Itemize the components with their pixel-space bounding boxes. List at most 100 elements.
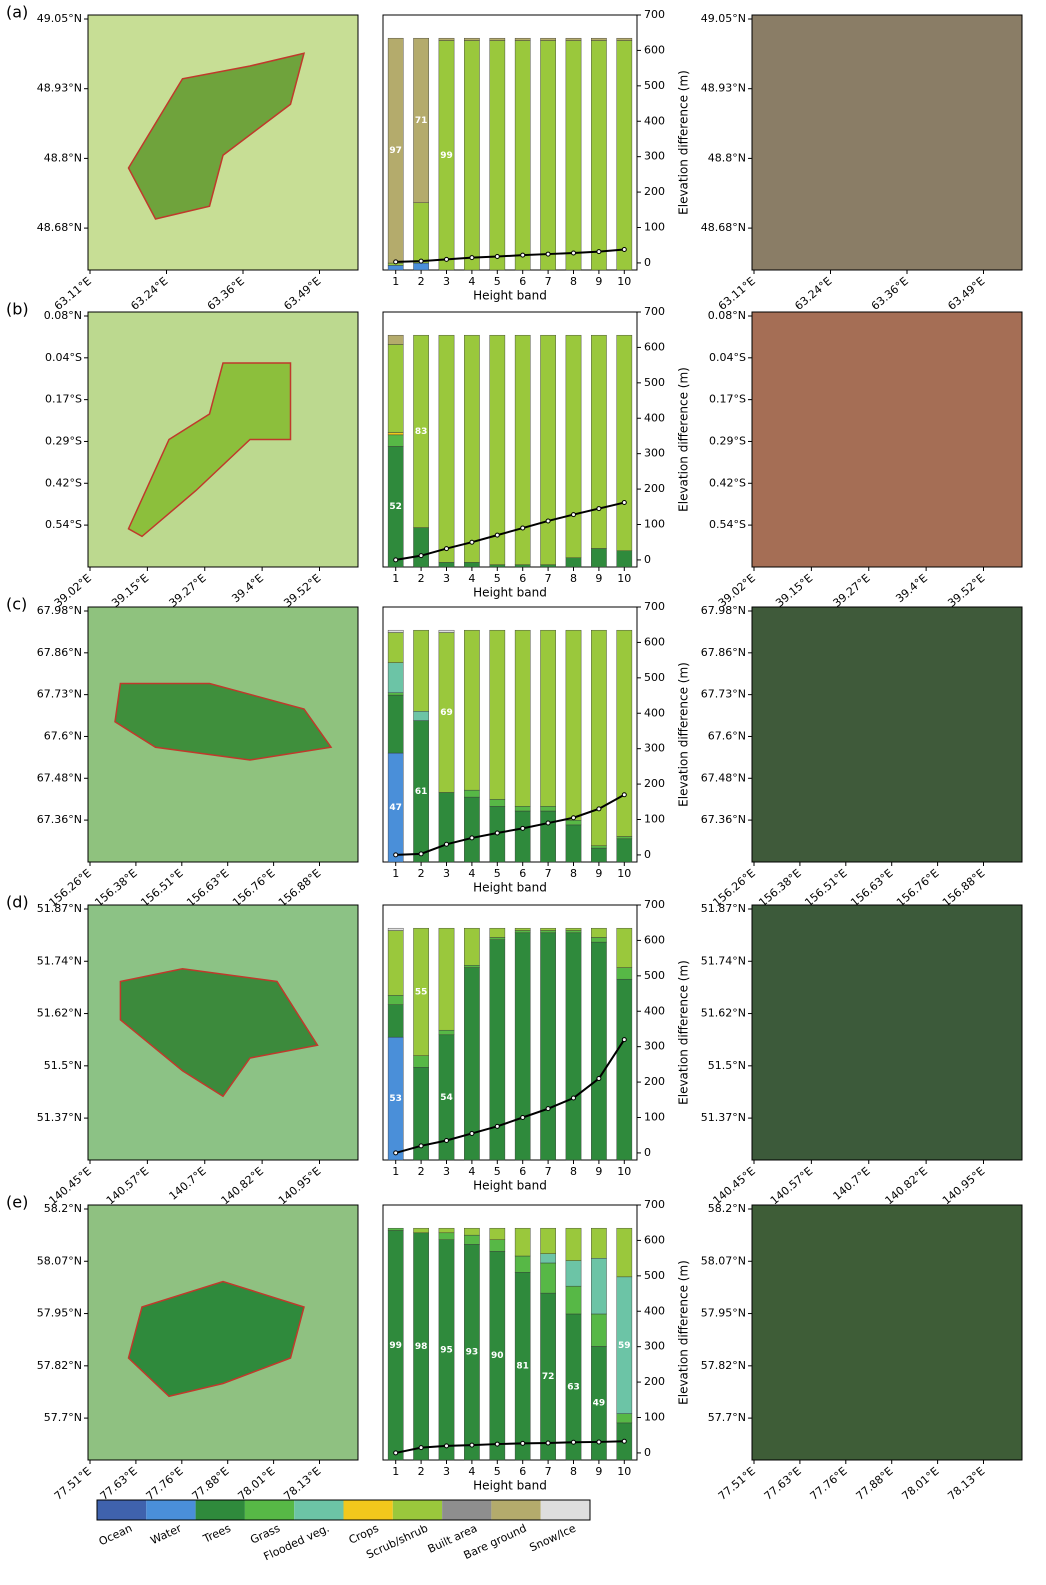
segment-label: 53 — [389, 1094, 402, 1104]
elevation-point — [521, 253, 525, 257]
bar-segment: Scrub/shrub — [464, 630, 479, 790]
lon-label: 63.11°E — [52, 275, 94, 313]
lat-label: 51.74°N — [37, 954, 82, 967]
lat-label: 0.08°N — [708, 309, 746, 322]
bar-segment: Scrub/shrub — [464, 928, 479, 965]
segment-label: 52 — [389, 502, 402, 512]
elevation-point — [546, 1441, 550, 1445]
x-tick-label: 7 — [545, 1165, 552, 1178]
lat-label: 0.08°N — [44, 309, 82, 322]
bar-segment: Scrub/shrub — [515, 630, 530, 806]
bar-segment: Water — [413, 263, 428, 270]
lat-label: 51.5°N — [44, 1059, 82, 1072]
lat-label: 49.05°N — [701, 12, 746, 25]
segment-label: 83 — [415, 427, 428, 437]
legend-label: Ocean — [97, 1522, 134, 1549]
lat-label: 67.36°N — [37, 813, 82, 826]
x-tick-label: 4 — [468, 867, 475, 880]
elevation-point — [622, 793, 626, 797]
lat-label: 0.54°S — [709, 518, 746, 531]
lat-label: 0.42°S — [709, 476, 746, 489]
x-tick-label: 10 — [617, 867, 631, 880]
segment-label: 99 — [389, 1341, 402, 1351]
elevation-point — [521, 1441, 525, 1445]
bar-segment: Scrub/shrub — [591, 41, 606, 271]
elevation-point — [597, 1440, 601, 1444]
elevation-point — [572, 1440, 576, 1444]
bar-segment: Bare ground — [439, 38, 454, 40]
legend-swatch — [491, 1500, 540, 1520]
y2-tick-label: 300 — [644, 1340, 665, 1353]
bar-segment: Trees — [515, 565, 530, 567]
lon-label: 39.15°E — [773, 572, 815, 610]
bar-segment: Crops — [388, 433, 403, 435]
y2-tick-label: 700 — [644, 305, 665, 318]
y2-tick-label: 0 — [644, 256, 651, 269]
y2-tick-label: 0 — [644, 1146, 651, 1159]
legend-label: Snow/Ice — [528, 1522, 579, 1555]
bar-segment: Scrub/shrub — [540, 335, 555, 565]
bar-segment: Bare ground — [566, 38, 581, 40]
x-tick-label: 5 — [494, 275, 501, 288]
bar-segment: Scrub/shrub — [490, 41, 505, 271]
lat-label: 57.82°N — [701, 1359, 746, 1372]
bar-segment: Trees — [388, 695, 403, 753]
bar-segment: Grass — [591, 937, 606, 942]
legend-swatch — [294, 1500, 343, 1520]
bar-segment: Grass — [464, 965, 479, 967]
lon-label: 78.13°E — [281, 1465, 323, 1503]
elevation-point — [546, 252, 550, 256]
x-tick-label: 1 — [392, 1165, 399, 1178]
lon-label: 39.15°E — [109, 572, 151, 610]
segment-label: 59 — [618, 1341, 631, 1351]
y2-tick-label: 0 — [644, 1446, 651, 1459]
lon-label: 63.49°E — [281, 275, 323, 313]
y2-tick-label: 100 — [644, 1411, 665, 1424]
x-tick-label: 1 — [392, 275, 399, 288]
x-tick-label: 5 — [494, 867, 501, 880]
x-tick-label: 7 — [545, 867, 552, 880]
lon-label: 156.76°E — [230, 867, 277, 910]
bar-segment: Snow/Ice — [439, 630, 454, 632]
elevation-point — [470, 256, 474, 260]
y2-tick-label: 400 — [644, 706, 665, 719]
lat-label: 0.42°S — [45, 476, 82, 489]
elevation-point — [546, 519, 550, 523]
lon-label: 63.49°E — [945, 275, 987, 313]
x-tick-label: 3 — [443, 867, 450, 880]
lat-label: 67.86°N — [701, 646, 746, 659]
x-tick-label: 6 — [519, 275, 526, 288]
x-tick-label: 9 — [595, 572, 602, 585]
y2-tick-label: 600 — [644, 933, 665, 946]
lat-label: 48.68°N — [701, 221, 746, 234]
legend-swatch — [344, 1500, 393, 1520]
lat-label: 67.48°N — [701, 771, 746, 784]
segment-label: 90 — [491, 1351, 504, 1361]
bar-segment: Scrub/shrub — [540, 41, 555, 271]
y2-tick-label: 300 — [644, 1040, 665, 1053]
elevation-point — [572, 816, 576, 820]
x-tick-label: 6 — [519, 572, 526, 585]
bar-segment: Scrub/shrub — [464, 335, 479, 562]
x-axis-title: Height band — [473, 586, 547, 600]
lat-label: 49.05°N — [37, 12, 82, 25]
lon-label: 156.88°E — [940, 867, 987, 910]
x-tick-label: 9 — [595, 1165, 602, 1178]
elevation-point — [597, 807, 601, 811]
bar-segment: Scrub/shrub — [413, 203, 428, 263]
bar-segment: Scrub/shrub — [464, 41, 479, 271]
bar-segment: Grass — [617, 1414, 632, 1423]
lat-label: 67.48°N — [37, 771, 82, 784]
legend-swatch — [97, 1500, 146, 1520]
y2-tick-label: 400 — [644, 1004, 665, 1017]
lat-label: 57.7°N — [44, 1411, 82, 1424]
lat-label: 58.2°N — [44, 1202, 82, 1215]
bar-segment: Scrub/shrub — [591, 630, 606, 846]
segment-label: 49 — [593, 1399, 606, 1409]
bar-segment: Grass — [566, 931, 581, 933]
y2-tick-label: 400 — [644, 114, 665, 127]
bar-segment: Snow/Ice — [388, 630, 403, 632]
y2-axis-title: Elevation difference (m) — [677, 662, 691, 807]
legend-swatch — [541, 1500, 590, 1520]
elevation-point — [521, 526, 525, 530]
